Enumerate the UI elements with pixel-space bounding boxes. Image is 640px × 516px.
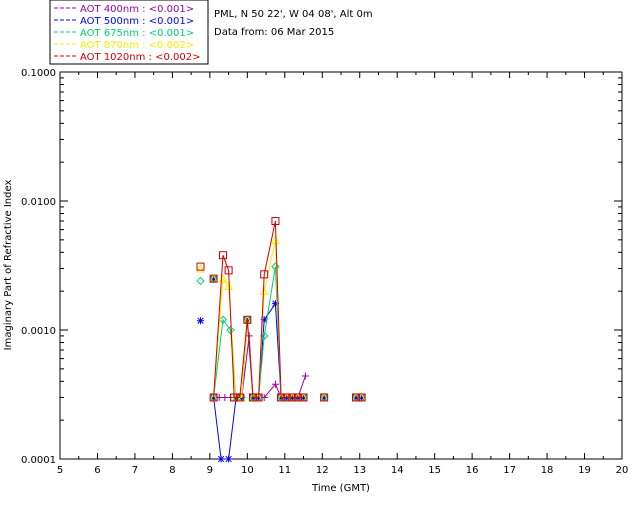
data-point [277, 393, 286, 402]
data-point [243, 315, 252, 324]
data-point [218, 251, 227, 260]
data-point [248, 393, 257, 402]
x-tick-label: 18 [541, 465, 554, 476]
data-point [209, 393, 218, 402]
data-point [226, 325, 235, 335]
data-point [320, 393, 328, 401]
data-point [288, 393, 297, 402]
y-tick-label: 0.0100 [21, 197, 56, 208]
x-tick-label: 11 [278, 465, 291, 476]
y-tick-label: 0.0010 [21, 326, 56, 337]
data-point [260, 316, 268, 324]
data-point [259, 286, 269, 296]
y-tick-label: 0.1000 [21, 68, 56, 79]
data-point [271, 235, 280, 244]
series-line [213, 239, 304, 398]
x-tick-label: 7 [132, 465, 138, 476]
series-line [213, 220, 304, 398]
legend-label: AOT 400nm : <0.001> [80, 4, 194, 15]
data-point [196, 276, 205, 286]
series-layer [196, 216, 366, 463]
legend-box [49, 0, 209, 65]
axes: 5 6 7 8 9 10 11 12 13 14 15 16 17 18 19 20 0.0001 0.0010 0… [21, 68, 628, 476]
data-point [293, 393, 302, 402]
x-tick-label: 10 [241, 465, 254, 476]
data-point [196, 262, 205, 271]
data-point [197, 317, 204, 325]
x-tick-label: 6 [94, 465, 100, 476]
data-point [271, 380, 279, 388]
legend-label: AOT 500nm : <0.001> [80, 16, 194, 27]
data-point [235, 393, 244, 402]
data-point [271, 300, 279, 308]
data-point [224, 281, 233, 290]
data-point [254, 393, 263, 402]
x-tick-label: 20 [616, 465, 629, 476]
data-point [210, 275, 218, 283]
data-point [351, 393, 360, 402]
date-info: Data from: 06 Mar 2015 [214, 27, 334, 38]
data-point [225, 455, 233, 463]
data-point [271, 262, 280, 271]
x-tick-label: 19 [578, 465, 591, 476]
x-tick-label: 9 [207, 465, 213, 476]
data-point [217, 455, 225, 463]
data-point [196, 263, 205, 273]
data-point [245, 332, 253, 340]
y-tick-label: 0.0001 [21, 455, 56, 466]
x-tick-label: 8 [169, 465, 175, 476]
x-tick-label: 5 [57, 465, 63, 476]
legend-label: AOT 870nm : <0.002> [80, 40, 194, 51]
data-point [320, 393, 329, 402]
data-point [358, 393, 366, 401]
data-point [300, 393, 308, 401]
data-point [209, 274, 218, 283]
x-tick-label: 13 [353, 465, 366, 476]
data-point [352, 393, 360, 401]
data-point [230, 393, 239, 402]
x-axis-label: Time (GMT) [311, 483, 370, 494]
plot-frame [59, 71, 623, 460]
x-tick-label: 14 [391, 465, 404, 476]
data-point [357, 393, 366, 402]
data-point [301, 372, 309, 380]
data-point [224, 266, 233, 275]
legend: AOT 400nm : <0.001>AOT 500nm : <0.001>AO… [49, 0, 209, 65]
data-point [218, 315, 228, 324]
y-axis-label: Imaginary Part of Refractive Index [3, 180, 14, 351]
x-tick-label: 17 [503, 465, 516, 476]
series-group [197, 275, 366, 463]
series-line [213, 302, 304, 460]
x-tick-label: 12 [316, 465, 329, 476]
x-tick-label: 15 [428, 465, 441, 476]
data-point [282, 393, 291, 402]
data-point [271, 216, 280, 225]
site-info: PML, N 50 22', W 04 08', Alt 0m [214, 9, 373, 20]
data-point [299, 393, 308, 402]
data-point [260, 270, 269, 279]
legend-label: AOT 1020nm : <0.002> [80, 52, 200, 63]
legend-label: AOT 675nm : <0.001> [80, 28, 194, 39]
x-tick-label: 16 [466, 465, 479, 476]
series-group [196, 216, 366, 402]
